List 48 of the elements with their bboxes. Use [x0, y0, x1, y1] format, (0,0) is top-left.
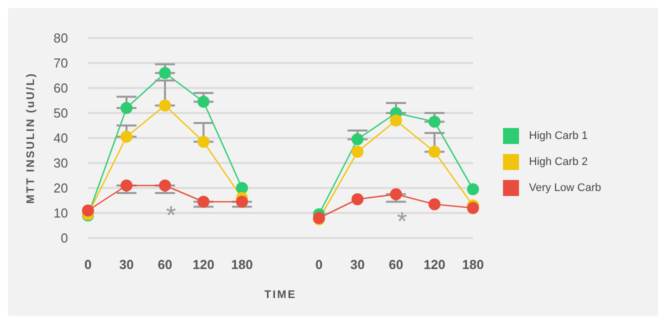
- point: [236, 196, 248, 208]
- x-tick-label: 0: [315, 257, 323, 272]
- annotation: *: [397, 206, 408, 236]
- x-tick-label: 120: [192, 257, 214, 272]
- point: [390, 188, 402, 200]
- x-tick-label: 0: [84, 257, 92, 272]
- x-tick-label: 180: [231, 257, 253, 272]
- y-tick-label: 70: [54, 56, 68, 71]
- point: [159, 100, 171, 112]
- point: [467, 202, 479, 214]
- legend-label: Very Low Carb: [529, 182, 602, 194]
- x-tick-label: 30: [119, 257, 134, 272]
- point: [428, 198, 440, 210]
- point: [352, 133, 364, 146]
- point: [120, 130, 132, 143]
- point: [428, 116, 440, 128]
- y-axis-title: MTT INSULIN (uU/L): [24, 72, 37, 204]
- point: [198, 196, 210, 208]
- point: [198, 136, 210, 148]
- y-tick-label: 10: [54, 206, 68, 221]
- point: [352, 193, 364, 206]
- point: [390, 114, 402, 126]
- y-tick-label: 40: [54, 130, 68, 146]
- point: [120, 180, 132, 192]
- y-tick-label: 50: [54, 106, 68, 121]
- y-tick-label: 30: [54, 156, 68, 171]
- point: [82, 204, 94, 216]
- y-tick-label: 80: [54, 30, 68, 46]
- point: [352, 146, 364, 158]
- x-tick-label: 120: [424, 257, 446, 272]
- point: [159, 180, 171, 192]
- point: [467, 183, 479, 196]
- legend-label: High Carb 2: [529, 156, 588, 168]
- x-tick-label: 180: [462, 257, 484, 272]
- x-tick-label: 30: [350, 257, 365, 272]
- point: [120, 102, 132, 114]
- x-tick-label: 60: [388, 257, 404, 272]
- point: [428, 146, 440, 158]
- legend-label: High Carb 1: [529, 130, 588, 142]
- x-tick-label: 60: [158, 257, 172, 272]
- point: [198, 96, 210, 108]
- point: [236, 182, 248, 194]
- y-tick-label: 60: [54, 80, 68, 96]
- point: [159, 67, 171, 79]
- y-tick-label: 0: [60, 230, 68, 246]
- annotation: *: [166, 200, 176, 230]
- y-tick-label: 20: [54, 180, 68, 196]
- x-axis-title: TIME: [264, 289, 297, 301]
